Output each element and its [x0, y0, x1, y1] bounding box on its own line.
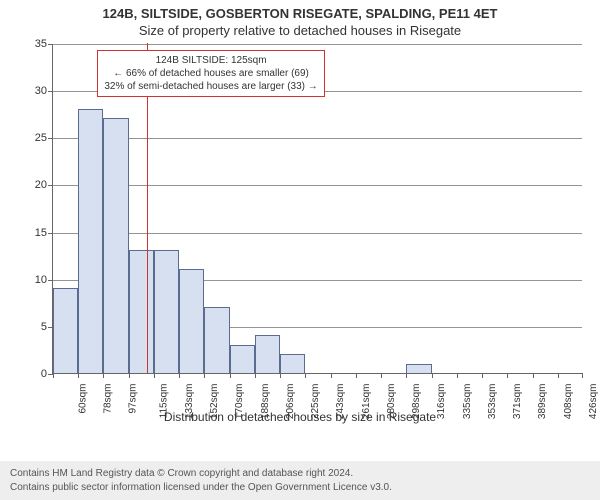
callout-line: 32% of semi-detached houses are larger (…	[104, 80, 317, 93]
y-gridline	[53, 185, 582, 186]
histogram-bar	[280, 354, 305, 373]
y-tick-label: 10	[35, 274, 53, 286]
reference-callout: 124B SILTSIDE: 125sqm← 66% of detached h…	[97, 50, 324, 97]
chart-container: Number of detached properties 0510152025…	[0, 44, 600, 424]
histogram-bar	[406, 364, 431, 373]
footer-line-1: Contains HM Land Registry data © Crown c…	[10, 467, 590, 481]
y-tick-label: 15	[35, 227, 53, 239]
x-axis-label: Distribution of detached houses by size …	[0, 410, 600, 424]
x-tick-mark	[53, 373, 54, 378]
callout-line: ← 66% of detached houses are smaller (69…	[104, 67, 317, 80]
x-tick-mark	[582, 373, 583, 378]
y-gridline	[53, 44, 582, 45]
x-tick-mark	[356, 373, 357, 378]
x-tick-mark	[482, 373, 483, 378]
x-tick-mark	[154, 373, 155, 378]
x-tick-mark	[280, 373, 281, 378]
x-tick-mark	[533, 373, 534, 378]
y-tick-label: 35	[35, 38, 53, 50]
x-tick-mark	[406, 373, 407, 378]
x-tick-label: 60sqm	[78, 384, 89, 414]
x-tick-mark	[432, 373, 433, 378]
histogram-bar	[179, 269, 204, 373]
plot-area: 0510152025303560sqm78sqm97sqm115sqm133sq…	[52, 44, 582, 374]
x-tick-mark	[255, 373, 256, 378]
x-tick-mark	[331, 373, 332, 378]
footer: Contains HM Land Registry data © Crown c…	[0, 461, 600, 500]
chart-title-main: 124B, SILTSIDE, GOSBERTON RISEGATE, SPAL…	[0, 0, 600, 21]
histogram-bar	[230, 345, 255, 373]
chart-title-sub: Size of property relative to detached ho…	[0, 21, 600, 42]
x-tick-mark	[204, 373, 205, 378]
x-tick-mark	[103, 373, 104, 378]
y-tick-label: 20	[35, 179, 53, 191]
x-tick-mark	[230, 373, 231, 378]
x-tick-mark	[558, 373, 559, 378]
histogram-bar	[204, 307, 229, 373]
x-tick-mark	[78, 373, 79, 378]
callout-line: 124B SILTSIDE: 125sqm	[104, 54, 317, 67]
histogram-bar	[129, 250, 154, 373]
y-tick-label: 30	[35, 85, 53, 97]
histogram-bar	[255, 335, 280, 373]
x-tick-label: 97sqm	[128, 384, 139, 414]
footer-line-2: Contains public sector information licen…	[10, 481, 590, 495]
histogram-bar	[53, 288, 78, 373]
y-gridline	[53, 138, 582, 139]
y-tick-label: 25	[35, 132, 53, 144]
x-tick-mark	[381, 373, 382, 378]
y-tick-label: 5	[41, 321, 53, 333]
x-tick-mark	[129, 373, 130, 378]
histogram-bar	[103, 118, 128, 373]
x-tick-mark	[507, 373, 508, 378]
x-tick-mark	[305, 373, 306, 378]
x-tick-mark	[457, 373, 458, 378]
y-tick-label: 0	[41, 368, 53, 380]
histogram-bar	[78, 109, 103, 373]
x-tick-label: 78sqm	[103, 384, 114, 414]
y-gridline	[53, 233, 582, 234]
x-tick-mark	[179, 373, 180, 378]
histogram-bar	[154, 250, 179, 373]
